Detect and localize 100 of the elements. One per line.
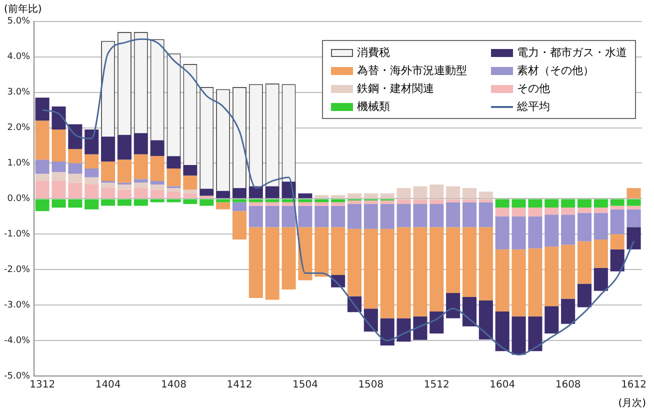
bar: [265, 199, 280, 202]
bar: [117, 199, 132, 206]
bar: [52, 161, 66, 172]
bar: [52, 180, 66, 198]
bar: [462, 227, 477, 297]
legend-label: 総平均: [517, 99, 550, 114]
bar: [544, 208, 559, 215]
bar: [528, 316, 542, 352]
bar: [512, 199, 526, 208]
bar: [462, 296, 477, 326]
x-tick-label: 1404: [95, 380, 121, 391]
bar: [298, 202, 312, 206]
bar: [200, 199, 214, 206]
y-tick-label: 0.0%: [7, 194, 31, 204]
y-tick-label: 4.0%: [7, 52, 31, 62]
bar: [68, 174, 82, 183]
x-tick-label: 1604: [490, 380, 516, 391]
bar: [183, 165, 198, 176]
legend-label: その他: [517, 81, 550, 96]
x-tick-label: 1612: [621, 380, 647, 391]
bar: [512, 208, 526, 216]
bar: [166, 156, 181, 169]
bar: [380, 228, 394, 318]
bar: [183, 199, 198, 204]
bar: [314, 195, 329, 198]
bar: [495, 311, 510, 352]
bar: [347, 204, 362, 229]
y-tick-label: -3.0%: [4, 300, 31, 310]
bar: [150, 140, 164, 156]
x-tick-label: 1508: [358, 380, 384, 391]
bar: [150, 156, 164, 181]
bar: [314, 202, 329, 206]
bar: [314, 199, 329, 202]
bar: [462, 188, 477, 198]
legend-label: 電力・都市ガス・水道: [517, 45, 627, 60]
y-tick-label: 5.0%: [7, 16, 31, 27]
bar: [544, 306, 559, 334]
legend-label: 鉄鋼・建材関連: [357, 81, 434, 96]
bar: [626, 209, 641, 228]
bar: [396, 204, 411, 228]
bar: [35, 98, 50, 121]
bar: [626, 206, 641, 210]
y-tick-label: -2.0%: [4, 264, 31, 275]
bar: [561, 298, 576, 324]
x-tick-label: 1408: [161, 380, 186, 391]
bar: [216, 202, 230, 210]
y-axis-title: (前年比): [4, 2, 42, 16]
bar: [594, 268, 608, 291]
bar: [248, 199, 263, 202]
bar: [364, 204, 378, 229]
bar: [528, 199, 542, 208]
bar: [68, 163, 82, 174]
bar: [117, 184, 132, 190]
bar: [495, 216, 510, 250]
bar: [166, 199, 181, 202]
bar: [134, 182, 148, 188]
bar: [610, 209, 624, 234]
bar: [101, 161, 116, 181]
bar: [594, 208, 608, 213]
x-tick-label: 1312: [30, 380, 56, 391]
bar: [364, 308, 378, 332]
bar: [101, 188, 116, 198]
bar: [446, 227, 460, 294]
bar: [577, 212, 592, 242]
bar: [577, 284, 592, 308]
bar: [248, 206, 263, 228]
bar: [413, 204, 428, 228]
bar: [528, 216, 542, 248]
bar: [413, 227, 428, 316]
bar: [150, 184, 164, 190]
bar: [52, 106, 66, 130]
bar: [478, 192, 493, 198]
bar: [166, 188, 181, 192]
bar: [117, 190, 132, 198]
bar: [216, 190, 230, 198]
bar: [52, 130, 66, 162]
x-tick-label: 1608: [555, 380, 581, 391]
bar: [84, 168, 99, 178]
bar: [561, 199, 576, 208]
bar: [610, 206, 624, 210]
y-tick-label: -5.0%: [4, 371, 31, 382]
bar: [265, 202, 280, 206]
legend-label: 消費税: [357, 45, 390, 60]
bar: [528, 208, 542, 216]
bar: [512, 316, 526, 355]
bar: [577, 241, 592, 284]
bar: [544, 214, 559, 247]
bar: [232, 211, 247, 240]
bar: [248, 202, 263, 206]
bar: [298, 199, 312, 202]
bar: [528, 248, 542, 316]
bar: [626, 227, 641, 250]
bar: [396, 188, 411, 198]
bar: [200, 188, 214, 196]
bar: [84, 154, 99, 169]
bar: [117, 160, 132, 183]
x-tick-label: 1412: [226, 380, 252, 391]
bar: [101, 199, 116, 206]
bar: [84, 199, 99, 210]
bar: [331, 206, 346, 228]
